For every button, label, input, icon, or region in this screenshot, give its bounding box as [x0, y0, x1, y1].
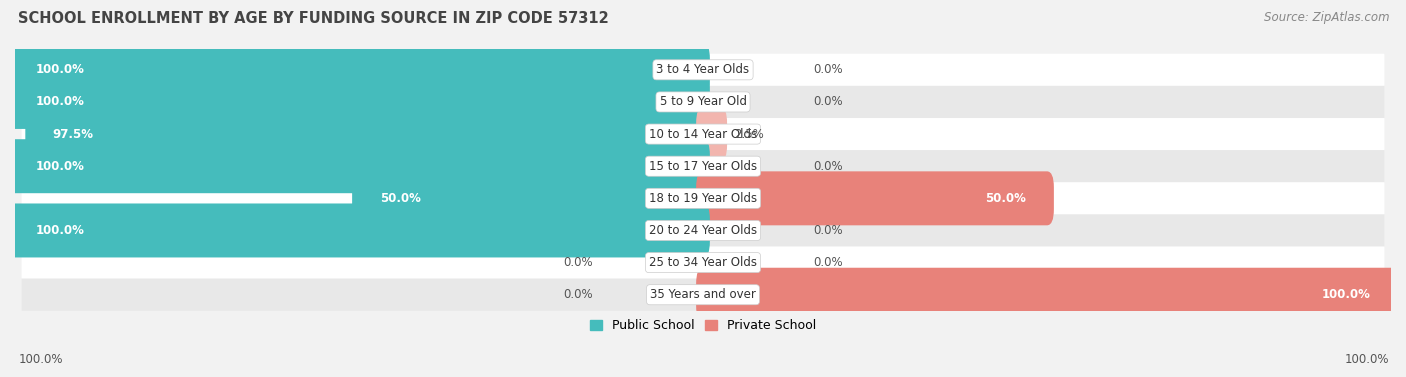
Text: 100.0%: 100.0% [1344, 353, 1389, 366]
Text: 35 Years and over: 35 Years and over [650, 288, 756, 301]
Text: 10 to 14 Year Olds: 10 to 14 Year Olds [650, 127, 756, 141]
Text: 18 to 19 Year Olds: 18 to 19 Year Olds [650, 192, 756, 205]
FancyBboxPatch shape [696, 172, 1054, 225]
Text: 100.0%: 100.0% [35, 95, 84, 109]
Legend: Public School, Private School: Public School, Private School [586, 316, 820, 336]
Text: 25 to 34 Year Olds: 25 to 34 Year Olds [650, 256, 756, 269]
FancyBboxPatch shape [8, 204, 710, 257]
FancyBboxPatch shape [25, 107, 710, 161]
FancyBboxPatch shape [696, 107, 727, 161]
Text: 5 to 9 Year Old: 5 to 9 Year Old [659, 95, 747, 109]
FancyBboxPatch shape [696, 268, 1398, 322]
FancyBboxPatch shape [21, 86, 1385, 118]
Text: 0.0%: 0.0% [813, 63, 842, 76]
FancyBboxPatch shape [21, 54, 1385, 86]
Text: 15 to 17 Year Olds: 15 to 17 Year Olds [650, 160, 756, 173]
Text: 100.0%: 100.0% [18, 353, 63, 366]
FancyBboxPatch shape [21, 118, 1385, 150]
Text: 0.0%: 0.0% [813, 95, 842, 109]
Text: 2.5%: 2.5% [734, 127, 763, 141]
FancyBboxPatch shape [21, 279, 1385, 311]
Text: 100.0%: 100.0% [35, 63, 84, 76]
Text: 0.0%: 0.0% [813, 224, 842, 237]
Text: 0.0%: 0.0% [564, 256, 593, 269]
FancyBboxPatch shape [352, 172, 710, 225]
FancyBboxPatch shape [8, 75, 710, 129]
Text: 97.5%: 97.5% [53, 127, 94, 141]
Text: SCHOOL ENROLLMENT BY AGE BY FUNDING SOURCE IN ZIP CODE 57312: SCHOOL ENROLLMENT BY AGE BY FUNDING SOUR… [18, 11, 609, 26]
Text: 100.0%: 100.0% [35, 224, 84, 237]
FancyBboxPatch shape [21, 215, 1385, 247]
Text: 50.0%: 50.0% [986, 192, 1026, 205]
FancyBboxPatch shape [21, 247, 1385, 279]
FancyBboxPatch shape [8, 139, 710, 193]
FancyBboxPatch shape [21, 150, 1385, 182]
Text: 0.0%: 0.0% [813, 256, 842, 269]
Text: 3 to 4 Year Olds: 3 to 4 Year Olds [657, 63, 749, 76]
Text: 100.0%: 100.0% [1322, 288, 1371, 301]
Text: 50.0%: 50.0% [380, 192, 420, 205]
Text: Source: ZipAtlas.com: Source: ZipAtlas.com [1264, 11, 1389, 24]
Text: 20 to 24 Year Olds: 20 to 24 Year Olds [650, 224, 756, 237]
FancyBboxPatch shape [21, 182, 1385, 215]
Text: 100.0%: 100.0% [35, 160, 84, 173]
FancyBboxPatch shape [8, 43, 710, 97]
Text: 0.0%: 0.0% [564, 288, 593, 301]
Text: 0.0%: 0.0% [813, 160, 842, 173]
